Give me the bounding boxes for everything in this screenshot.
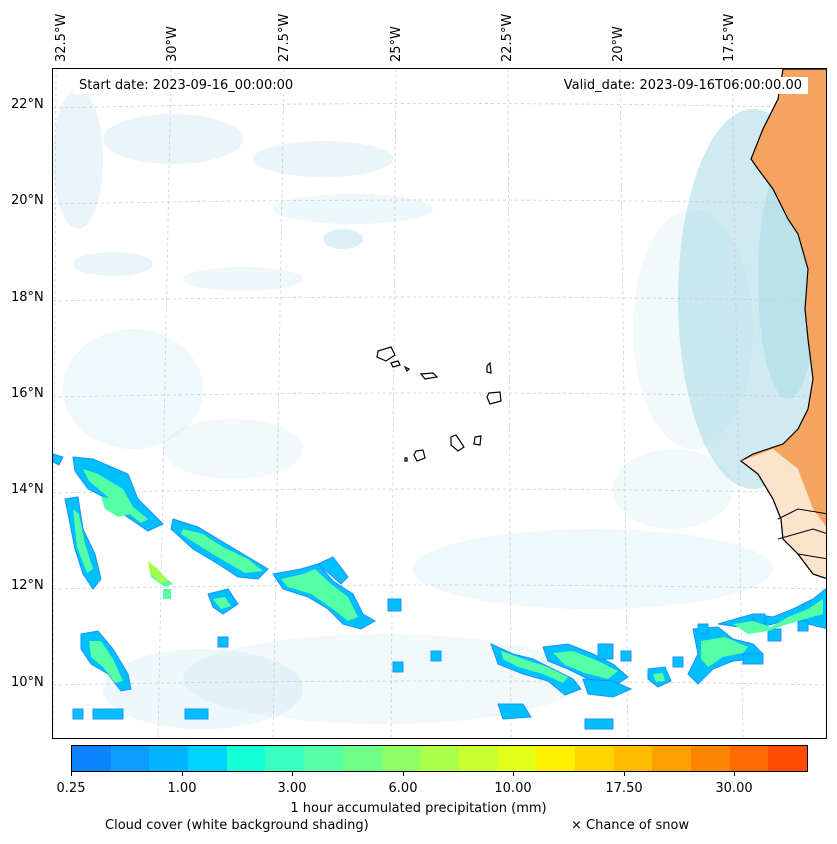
colorbar-tick-mark xyxy=(513,772,514,776)
lat-label-12n: 12°N xyxy=(11,578,44,593)
precipitation-colorbar xyxy=(71,745,808,772)
precip-cell xyxy=(184,708,209,720)
cloud-cover-legend: Cloud cover (white background shading) xyxy=(105,818,369,833)
land-pale-shading xyxy=(741,449,826,579)
precip-core xyxy=(89,641,123,683)
precip-core xyxy=(653,673,665,682)
colorbar-tick-mark xyxy=(182,772,183,776)
snow-legend: × Chance of snow xyxy=(571,818,690,833)
precip-cell xyxy=(797,620,809,632)
lat-label-16n: 16°N xyxy=(11,386,44,401)
colorbar-swatch-13 xyxy=(574,746,614,771)
colorbar-tick-1.00: 1.00 xyxy=(167,781,197,796)
precip-core xyxy=(163,589,171,599)
precipitation-layer xyxy=(53,453,826,730)
colorbar-swatch-10 xyxy=(458,746,498,771)
colorbar-swatch-18 xyxy=(768,746,808,771)
colorbar-swatch-14 xyxy=(613,746,653,771)
colorbar-tick-10.00: 10.00 xyxy=(494,781,532,796)
coastline-south xyxy=(740,460,826,579)
colorbar-tick-mark xyxy=(292,772,293,776)
map-panel[interactable]: Start date: 2023-09-16_00:00:00 Valid_da… xyxy=(52,68,827,739)
precip-cell xyxy=(317,556,349,585)
colorbar-swatch-0 xyxy=(72,746,111,771)
precip-core xyxy=(733,599,823,634)
precip-cell xyxy=(387,598,402,612)
colorbar-swatch-8 xyxy=(381,746,421,771)
lat-label-14n: 14°N xyxy=(11,482,44,497)
lon-label-20w: 20°W xyxy=(611,26,626,62)
colorbar-swatch-6 xyxy=(304,746,343,771)
lon-label-25w: 25°W xyxy=(389,26,404,62)
colorbar-swatch-15 xyxy=(652,746,691,771)
colorbar-swatch-9 xyxy=(420,746,459,771)
colorbar-tick-6.00: 6.00 xyxy=(388,781,418,796)
graticule xyxy=(53,69,826,738)
colorbar-swatch-3 xyxy=(188,746,227,771)
precip-cell xyxy=(53,453,64,466)
precip-core xyxy=(181,529,263,573)
precip-core xyxy=(213,597,231,609)
cloud-cover-layer xyxy=(53,89,826,729)
lat-label-10n: 10°N xyxy=(11,675,44,690)
lon-label-30w: 30°W xyxy=(165,26,180,62)
precip-heavy xyxy=(148,561,168,583)
precip-cell xyxy=(742,653,764,665)
colorbar-tick-0.25: 0.25 xyxy=(56,781,86,796)
precip-core xyxy=(281,569,358,621)
lat-label-18n: 18°N xyxy=(11,290,44,305)
precip-core xyxy=(101,497,131,517)
colorbar-tick-mark xyxy=(71,772,72,776)
colorbar-title: 1 hour accumulated precipitation (mm) xyxy=(290,801,547,816)
map-canvas xyxy=(53,69,826,738)
lon-label-32.5w: 32.5°W xyxy=(54,13,69,62)
precip-cell xyxy=(497,703,532,720)
colorbar-tick-mark xyxy=(734,772,735,776)
precip-cell xyxy=(392,661,404,673)
colorbar-tick-3.00: 3.00 xyxy=(277,781,307,796)
precip-core xyxy=(73,509,93,573)
colorbar-swatch-17 xyxy=(729,746,769,771)
precip-cell xyxy=(620,650,632,662)
colorbar-swatch-12 xyxy=(536,746,575,771)
precip-cell xyxy=(217,636,229,648)
colorbar-swatch-11 xyxy=(497,746,537,771)
precip-cell xyxy=(672,656,684,668)
colorbar-tick-mark xyxy=(624,772,625,776)
colorbar-swatch-2 xyxy=(149,746,189,771)
precip-cell xyxy=(752,613,766,625)
precip-core xyxy=(501,651,568,683)
colorbar-swatch-5 xyxy=(265,746,305,771)
colorbar-swatch-4 xyxy=(226,746,266,771)
colorbar-swatch-16 xyxy=(691,746,730,771)
lon-label-27.5w: 27.5°W xyxy=(277,13,292,62)
cape-verde-islands xyxy=(376,346,502,462)
colorbar-swatch-1 xyxy=(110,746,150,771)
colorbar-swatch-7 xyxy=(342,746,382,771)
valid-date-label: Valid_date: 2023-09-16T06:00:00.00 xyxy=(557,77,808,94)
lon-label-22.5w: 22.5°W xyxy=(500,13,515,62)
precip-core xyxy=(83,469,148,523)
precip-cell xyxy=(430,650,442,662)
precip-cell xyxy=(584,718,614,730)
precip-core xyxy=(553,651,618,679)
start-date-label: Start date: 2023-09-16_00:00:00 xyxy=(73,77,300,94)
precip-cell xyxy=(582,678,633,698)
precip-cell xyxy=(697,623,709,635)
colorbar-tick-mark xyxy=(403,772,404,776)
precip-cell xyxy=(767,628,782,642)
precip-core xyxy=(701,637,748,667)
colorbar-tick-30.00: 30.00 xyxy=(715,781,753,796)
lat-label-20n: 20°N xyxy=(11,193,44,208)
border-lines xyxy=(777,508,826,560)
lat-label-22n: 22°N xyxy=(11,97,44,112)
precip-cell xyxy=(92,708,124,720)
lon-label-17.5w: 17.5°W xyxy=(722,13,737,62)
colorbar-tick-17.50: 17.50 xyxy=(605,781,643,796)
precip-cell xyxy=(72,708,84,720)
precip-cell xyxy=(597,643,614,660)
